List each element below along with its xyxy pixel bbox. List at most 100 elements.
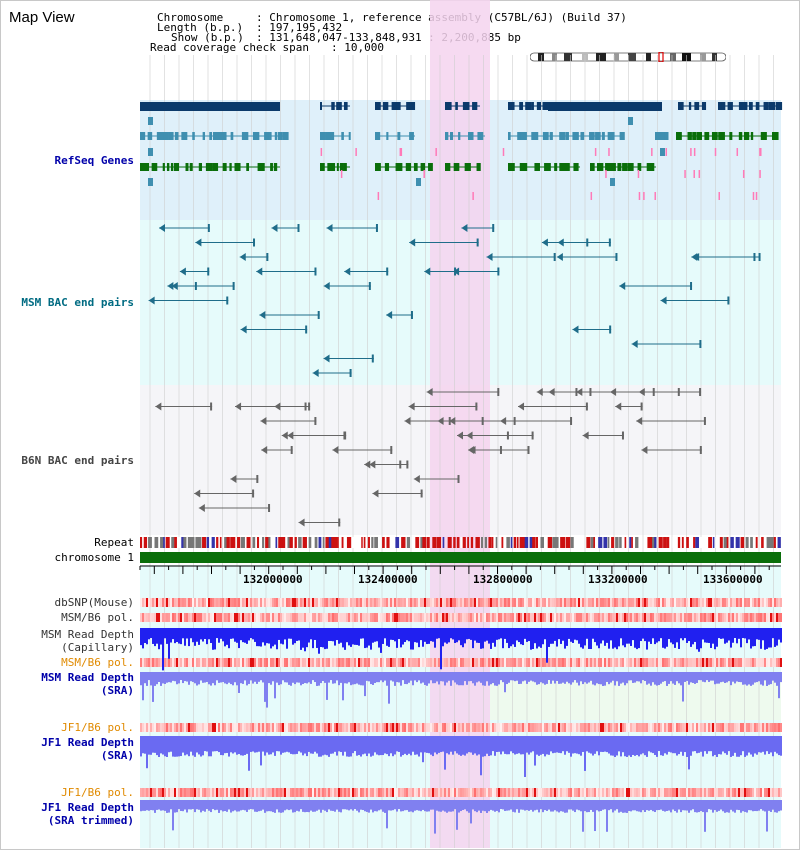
depth-bar (536, 628, 538, 649)
track-label-msm-b6-pol[interactable]: MSM/B6 pol. (61, 611, 134, 624)
heat-cell (638, 598, 640, 607)
depth-bar (670, 628, 672, 643)
repeat-block (740, 537, 745, 548)
track-label-msm-read-depth-sra[interactable]: MSM Read Depth (41, 671, 134, 684)
depth-bar (236, 800, 238, 812)
track-label-msm-bac[interactable]: MSM BAC end pairs (21, 296, 134, 309)
heat-cell (284, 613, 286, 622)
heat-cell (726, 788, 728, 797)
repeat-block (453, 537, 456, 548)
heat-cell (378, 598, 380, 607)
track-label-chromosome[interactable]: chromosome 1 (54, 551, 134, 564)
depth-bar (238, 628, 240, 649)
heat-cell (650, 658, 652, 667)
repeat-block (160, 537, 165, 548)
heat-cell (468, 788, 470, 797)
heat-cell (350, 788, 352, 797)
heat-cell (256, 788, 258, 797)
depth-bar (188, 800, 190, 810)
track-label-jf1-b6-pol-2[interactable]: JF1/B6 pol. (61, 786, 134, 799)
heat-cell (602, 613, 604, 622)
depth-bar (324, 628, 326, 650)
depth-bar (654, 736, 656, 755)
heat-cell (544, 613, 546, 622)
depth-bar (284, 736, 286, 753)
heat-cell (720, 598, 722, 607)
depth-bar (160, 736, 162, 754)
track-label-jf1-b6-pol[interactable]: JF1/B6 pol. (61, 721, 134, 734)
depth-bar (340, 672, 342, 683)
depth-bar (328, 800, 330, 810)
depth-bar (546, 672, 548, 684)
depth-bar (424, 800, 426, 812)
heat-cell (478, 613, 480, 622)
heat-cell (442, 598, 444, 607)
depth-bar (384, 800, 386, 813)
heat-cell (724, 723, 726, 732)
repeat-block (198, 537, 202, 548)
heat-cell (454, 613, 456, 622)
heat-cell (556, 658, 558, 667)
depth-bar (690, 672, 692, 683)
heat-cell (662, 723, 664, 732)
repeat-block (265, 537, 269, 548)
heat-cell (186, 613, 188, 622)
chromosome-label: Chromosome (157, 11, 224, 24)
heat-cell (318, 723, 320, 732)
ideogram-band (712, 53, 717, 61)
depth-bar (780, 736, 782, 756)
heat-cell (588, 788, 590, 797)
track-label-refseq[interactable]: RefSeq Genes (54, 154, 134, 167)
depth-bar (332, 736, 334, 754)
bac-end-mark (368, 282, 371, 290)
heat-cell (406, 788, 408, 797)
heat-cell (724, 658, 726, 667)
depth-bar (760, 800, 762, 810)
heat-cell (656, 788, 658, 797)
depth-bar (726, 800, 728, 813)
heat-cell (612, 788, 614, 797)
heat-cell (354, 723, 356, 732)
depth-bar (574, 800, 576, 813)
depth-bar (344, 800, 346, 810)
track-label-jf1-read-depth-sra[interactable]: JF1 Read Depth (41, 736, 134, 749)
heat-cell (322, 613, 324, 622)
depth-bar (256, 672, 258, 684)
track-label-repeat[interactable]: Repeat (94, 536, 134, 549)
bac-end-mark (404, 417, 411, 425)
depth-bar (326, 736, 328, 756)
depth-bar (210, 800, 212, 813)
track-label-jf1-read-depth-trim[interactable]: JF1 Read Depth (41, 801, 134, 814)
depth-bar (302, 672, 304, 685)
depth-bar (348, 672, 350, 683)
heat-cell (384, 788, 386, 797)
chromosome-ideogram[interactable] (530, 52, 726, 62)
gene-exon (375, 102, 381, 110)
heat-cell (732, 613, 734, 622)
heat-cell (558, 723, 560, 732)
heat-cell (702, 598, 704, 607)
depth-bar (582, 736, 584, 752)
track-label-dbsnp[interactable]: dbSNP(Mouse) (54, 596, 134, 609)
track-label-msm-b6-pol-2[interactable]: MSM/B6 pol. (61, 656, 134, 669)
depth-bar (472, 800, 474, 810)
heat-cell (766, 788, 768, 797)
track-label-msm-read-depth-cap[interactable]: MSM Read Depth (41, 628, 134, 641)
depth-bar (776, 800, 778, 813)
heat-cell (748, 658, 750, 667)
gene-mark (742, 170, 745, 178)
heat-cell (154, 658, 156, 667)
heat-cell (372, 723, 374, 732)
depth-bar (170, 800, 172, 810)
depth-bar (690, 628, 692, 647)
gene-exon (341, 132, 344, 140)
heat-cell (526, 658, 528, 667)
heat-cell (294, 613, 296, 622)
track-label-b6n-bac[interactable]: B6N BAC end pairs (21, 454, 134, 467)
heat-cell (780, 658, 782, 667)
depth-bar (778, 736, 780, 756)
gene-exon (655, 132, 662, 140)
depth-bar (628, 628, 630, 644)
heat-cell (732, 723, 734, 732)
